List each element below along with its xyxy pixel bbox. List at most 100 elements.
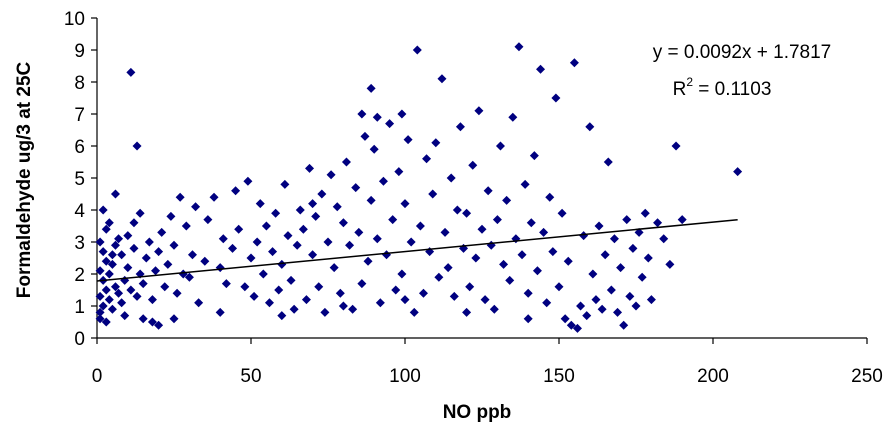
data-point [203, 215, 213, 225]
data-point [422, 154, 432, 164]
data-point [298, 224, 308, 234]
y-tick-label: 10 [64, 9, 85, 30]
data-point [634, 227, 644, 237]
data-point [646, 295, 656, 305]
data-point [301, 295, 311, 305]
data-point [261, 221, 271, 231]
data-point [465, 282, 475, 292]
data-point [606, 285, 616, 295]
data-point [385, 119, 395, 129]
data-point [548, 247, 558, 257]
data-point [252, 237, 262, 247]
data-point [117, 250, 127, 260]
x-tick-label: 250 [851, 366, 883, 387]
data-point [576, 301, 586, 311]
equation-label: y = 0.0092x + 1.7817 [653, 42, 832, 63]
data-point [286, 275, 296, 285]
data-point [619, 320, 629, 330]
data-point [141, 253, 151, 263]
data-point [101, 317, 111, 327]
data-point [311, 211, 321, 221]
data-point [560, 314, 570, 324]
r-squared-value: = 0.1103 [693, 79, 771, 100]
y-tick-label: 0 [74, 329, 85, 350]
data-point [529, 151, 539, 161]
data-point [508, 112, 518, 122]
y-tick-label: 7 [74, 105, 85, 126]
data-point [129, 218, 139, 228]
data-point [643, 253, 653, 263]
data-point [107, 304, 117, 314]
data-point [616, 263, 626, 273]
data-point [591, 295, 601, 305]
data-point [480, 295, 490, 305]
data-point [603, 157, 613, 167]
data-point [166, 211, 176, 221]
y-tick-label: 6 [74, 137, 85, 158]
data-point [585, 122, 595, 132]
data-point [221, 279, 231, 289]
data-point [218, 234, 228, 244]
data-point [597, 304, 607, 314]
x-tick-label: 200 [697, 366, 729, 387]
data-point [520, 179, 530, 189]
x-tick-label: 150 [543, 366, 575, 387]
data-point [98, 301, 108, 311]
data-point [532, 266, 542, 276]
data-point [388, 215, 398, 225]
data-point [477, 224, 487, 234]
data-point [499, 259, 509, 269]
x-tick-label: 100 [389, 366, 421, 387]
data-point [545, 192, 555, 202]
data-point [471, 253, 481, 263]
data-point [468, 160, 478, 170]
data-point [132, 141, 142, 151]
data-point [228, 243, 238, 253]
data-point [505, 275, 515, 285]
data-point [271, 208, 281, 218]
data-point [144, 237, 154, 247]
data-point [557, 208, 567, 218]
data-point [280, 179, 290, 189]
data-point [415, 221, 425, 231]
data-point [486, 240, 496, 250]
data-point [462, 208, 472, 218]
data-point [434, 272, 444, 282]
data-point [110, 189, 120, 199]
data-point [320, 307, 330, 317]
data-point [231, 186, 241, 196]
data-point [409, 307, 419, 317]
data-point [446, 173, 456, 183]
data-point [181, 221, 191, 231]
data-point [120, 275, 130, 285]
data-point [613, 307, 623, 317]
data-point [277, 311, 287, 321]
y-tick-label: 5 [74, 169, 85, 190]
x-axis-title: NO ppb [443, 402, 512, 423]
data-point [123, 263, 133, 273]
data-point [129, 243, 139, 253]
y-axis-title: Formaldehyde ug/3 at 25C [14, 61, 35, 298]
data-point [406, 237, 416, 247]
data-point [483, 186, 493, 196]
y-tick-label: 8 [74, 73, 85, 94]
data-point [151, 266, 161, 276]
data-point [147, 317, 157, 327]
data-point [163, 259, 173, 269]
data-point [264, 298, 274, 308]
data-point [625, 291, 635, 301]
data-point [172, 288, 182, 298]
data-point [95, 307, 105, 317]
data-point [243, 176, 253, 186]
data-point [101, 285, 111, 295]
data-point [95, 266, 105, 276]
data-point [305, 163, 315, 173]
data-point [412, 45, 422, 55]
data-point [403, 135, 413, 145]
data-point [138, 314, 148, 324]
data-point [123, 231, 133, 241]
data-point [391, 285, 401, 295]
y-tick-label: 2 [74, 265, 85, 286]
data-point [341, 157, 351, 167]
